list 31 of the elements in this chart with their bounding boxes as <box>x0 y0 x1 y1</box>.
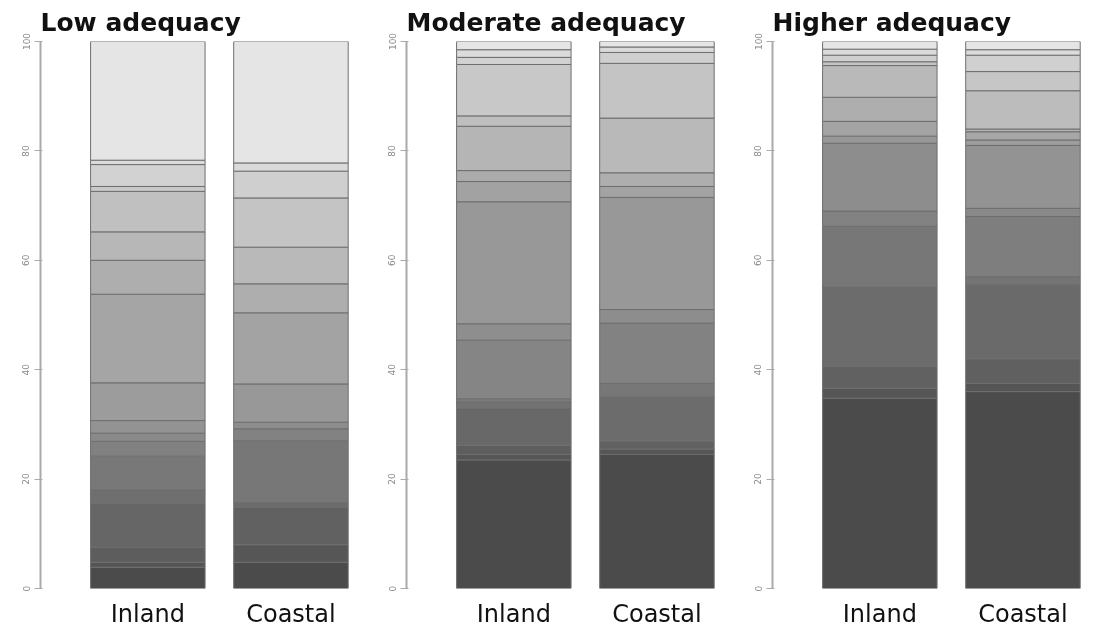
y-tick-label: 40 <box>387 363 398 376</box>
y-tick-label: 0 <box>387 585 398 592</box>
y-tick-label: 100 <box>387 32 398 51</box>
y-tick-label: 60 <box>387 254 398 267</box>
y-tick-label: 60 <box>21 254 32 267</box>
x-tick-label: Inland <box>110 599 185 628</box>
bar <box>456 459 572 589</box>
y-tick-label: 0 <box>753 585 764 592</box>
y-tick-label: 100 <box>753 32 764 51</box>
y-tick-label: 40 <box>21 363 32 376</box>
y-tick-label: 100 <box>21 32 32 51</box>
y-tick-label: 0 <box>21 585 32 592</box>
y-tick-label: 80 <box>387 144 398 157</box>
chart-title: Moderate adequacy <box>406 7 686 37</box>
bar <box>599 453 715 589</box>
y-tick-label: 20 <box>21 473 32 485</box>
y-tick-label: 80 <box>21 144 32 157</box>
bar <box>90 41 206 161</box>
chart-title: Higher adequacy <box>772 7 1012 37</box>
x-tick-label: Inland <box>842 599 917 628</box>
x-tick-label: Coastal <box>612 599 702 628</box>
x-tick-label: Coastal <box>246 599 336 628</box>
y-tick-label: 20 <box>753 473 764 485</box>
y-tick-label: 20 <box>387 473 398 485</box>
chart-title: Low adequacy <box>40 7 241 37</box>
y-tick-label: 80 <box>753 144 764 157</box>
x-tick-label: Inland <box>476 599 551 628</box>
y-tick-label: 60 <box>753 254 764 267</box>
y-tick-label: 40 <box>753 363 764 376</box>
x-tick-label: Coastal <box>978 599 1068 628</box>
bar <box>90 566 206 589</box>
